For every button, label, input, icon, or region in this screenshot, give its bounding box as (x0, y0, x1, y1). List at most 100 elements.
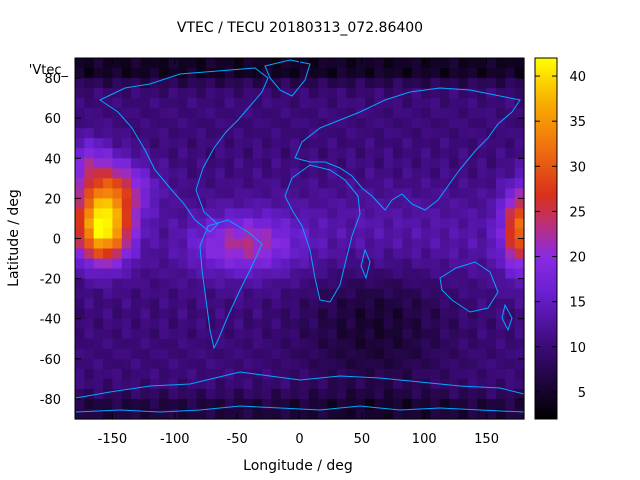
heatmap-cell (458, 118, 469, 129)
heatmap-cell (159, 208, 170, 220)
heatmap-cell (215, 68, 226, 79)
heatmap-cell (75, 288, 85, 300)
heatmap-cell (121, 238, 132, 250)
heatmap-cell (308, 228, 319, 240)
heatmap-cell (495, 78, 506, 89)
heatmap-cell (383, 308, 394, 320)
heatmap-cell (140, 178, 151, 189)
heatmap-cell (271, 158, 282, 169)
heatmap-cell (402, 328, 413, 340)
heatmap-cell (196, 228, 207, 240)
heatmap-cell (393, 108, 403, 119)
heatmap-cell (449, 78, 460, 89)
heatmap-cell (477, 238, 488, 250)
heatmap-cell (140, 298, 151, 310)
heatmap-cell (103, 378, 114, 390)
heatmap-cell (495, 298, 506, 310)
heatmap-cell (421, 148, 432, 159)
heatmap-cell (262, 318, 273, 330)
coastline-south-america (199, 219, 263, 350)
heatmap-cell (439, 318, 450, 330)
heatmap-cell (93, 278, 104, 290)
heatmap-cell (215, 258, 226, 270)
heatmap-cell (402, 138, 413, 149)
heatmap-cell (140, 168, 151, 179)
plot-area (74, 57, 525, 420)
heatmap-cell (290, 198, 301, 210)
heatmap-cell (393, 78, 403, 89)
heatmap-cell (234, 68, 244, 79)
heatmap-cell (355, 298, 366, 310)
heatmap-cell (430, 388, 441, 400)
heatmap-cell (187, 218, 198, 230)
heatmap-cell (449, 228, 460, 240)
heatmap-cell (196, 178, 207, 189)
heatmap-cell (383, 388, 394, 400)
heatmap-cell (149, 108, 160, 119)
heatmap-cell (364, 318, 375, 330)
heatmap-cell (168, 378, 179, 390)
heatmap-cell (374, 228, 385, 240)
heatmap-cell (327, 88, 338, 99)
heatmap-cell (318, 308, 329, 320)
heatmap-cell (477, 228, 488, 240)
heatmap-cell (224, 358, 235, 370)
heatmap-cell (393, 178, 403, 189)
heatmap-cell (290, 368, 301, 380)
heatmap-cell (346, 198, 357, 210)
heatmap-cell (196, 128, 207, 139)
heatmap-cell (84, 318, 95, 330)
heatmap-cell (84, 108, 95, 119)
heatmap-cell (252, 128, 263, 139)
heatmap-cell (131, 158, 142, 169)
heatmap-cell (84, 338, 95, 350)
heatmap-cell (393, 388, 403, 400)
heatmap-cell (439, 218, 450, 230)
heatmap-cell (84, 228, 95, 240)
heatmap-cell (458, 348, 469, 360)
heatmap-cell (486, 328, 497, 340)
heatmap-cell (140, 348, 151, 360)
heatmap-cell (234, 138, 244, 149)
heatmap-cell (280, 338, 291, 350)
heatmap-cell (159, 338, 170, 350)
heatmap-cell (234, 338, 244, 350)
heatmap-cell (177, 298, 188, 310)
heatmap-cell (374, 98, 385, 109)
heatmap-cell (411, 118, 422, 129)
y-tick-label: 80 (44, 72, 61, 87)
heatmap-cell (514, 118, 525, 129)
heatmap-cell (187, 78, 198, 89)
heatmap-cell (215, 198, 226, 210)
heatmap-cell (103, 138, 114, 149)
heatmap-cell (355, 98, 366, 109)
heatmap-cell (149, 168, 160, 179)
heatmap-cell (262, 298, 273, 310)
heatmap-cell (430, 378, 441, 390)
colorbar-tick-label: 5 (578, 386, 586, 401)
heatmap-cell (224, 228, 235, 240)
heatmap-cell (93, 408, 104, 420)
heatmap-cell (439, 238, 450, 250)
heatmap-cell (486, 178, 497, 189)
heatmap-cell (374, 398, 385, 410)
heatmap-cell (411, 88, 422, 99)
coastline-north-america (98, 67, 269, 233)
heatmap-cell (318, 228, 329, 240)
heatmap-cell (402, 388, 413, 400)
heatmap-cell (364, 278, 375, 290)
heatmap-cell (196, 408, 207, 420)
heatmap-cell (393, 258, 403, 270)
heatmap-cell (187, 148, 198, 159)
heatmap-cell (467, 218, 478, 230)
heatmap-cell (383, 208, 394, 220)
heatmap-cell (327, 178, 338, 189)
heatmap-cell (168, 118, 179, 129)
heatmap-cell (505, 328, 516, 340)
heatmap-cell (421, 58, 432, 69)
heatmap-cell (308, 348, 319, 360)
heatmap-cell (430, 178, 441, 189)
heatmap-cell (449, 138, 460, 149)
heatmap-cell (177, 288, 188, 300)
heatmap-cell (439, 298, 450, 310)
